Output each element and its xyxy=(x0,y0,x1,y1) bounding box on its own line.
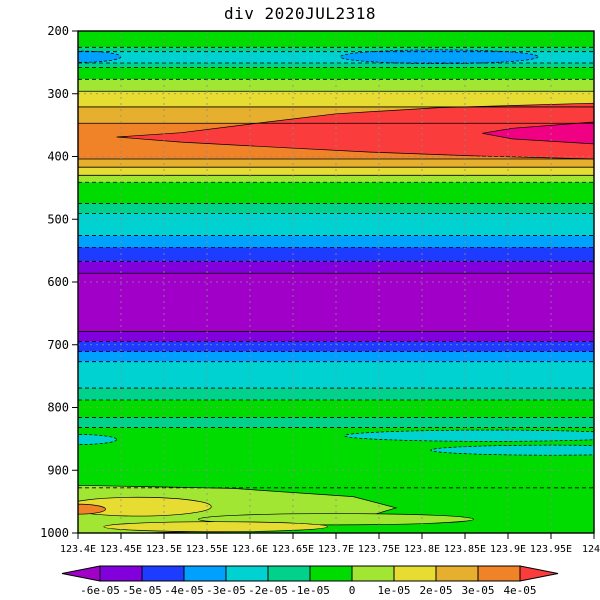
colorbar-label: -2e-05 xyxy=(248,584,288,597)
contour-band-violet xyxy=(78,261,594,274)
colorbar-label: 4e-05 xyxy=(503,584,536,597)
contour-band-violet xyxy=(78,331,594,342)
y-axis-tick-label: 500 xyxy=(47,212,69,226)
colorbar-label: -6e-05 xyxy=(80,584,120,597)
colorbar-segment xyxy=(99,565,143,582)
x-axis-tick-label: 123.6E xyxy=(232,544,268,555)
contour-patch-yellow xyxy=(78,496,212,517)
y-axis-tick-label: 800 xyxy=(47,401,69,415)
x-axis-tick-label: 123.7E xyxy=(318,544,354,555)
y-axis-tick-label: 900 xyxy=(47,463,69,477)
x-axis-tick-label: 123.45E xyxy=(100,544,142,555)
y-axis-tick-label: 1000 xyxy=(40,526,69,540)
plot-root: 200 300 400 500 600 700 800 900 1000 123.4E 123.45… xyxy=(40,24,600,597)
x-axis-tick-label: 123.9E xyxy=(490,544,526,555)
x-axis-tick-label: 123.4E xyxy=(60,544,96,555)
colorbar-label: 2e-05 xyxy=(419,584,452,597)
y-axis-tick-label: 300 xyxy=(47,87,69,101)
x-axis-tick-label: 123.75E xyxy=(358,544,400,555)
contour-band-ygreen xyxy=(78,175,594,183)
contour-band-cyan xyxy=(78,51,594,64)
y-axis-tick-label: 400 xyxy=(47,150,69,164)
contour-band-darkblue xyxy=(78,341,594,352)
y-axis-tick-label: 700 xyxy=(47,338,69,352)
x-axis-tick-label: 123.5E xyxy=(146,544,182,555)
colorbar-label: -4e-05 xyxy=(164,584,204,597)
colorbar-segment xyxy=(309,565,353,582)
colorbar-segment xyxy=(477,565,521,582)
x-axis-tick-label: 123.65E xyxy=(272,544,314,555)
colorbar-label: -3e-05 xyxy=(206,584,246,597)
colorbar-segment xyxy=(435,565,479,582)
colorbar-label: -1e-05 xyxy=(290,584,330,597)
contour-band-aqua xyxy=(78,63,594,68)
colorbar-segment xyxy=(393,565,437,582)
chart-title: div 2020JUL2318 xyxy=(224,4,376,23)
contour-patch-orange xyxy=(78,503,106,515)
colorbar-segment xyxy=(225,565,269,582)
contour-patch-blue xyxy=(339,49,539,64)
x-axis-tick-label: 123.85E xyxy=(444,544,486,555)
colorbar-segment xyxy=(141,565,185,582)
colorbar: -6e-05 -5e-05 -4e-05 -3e-05 -2e-05 -1e-05 0 1e-… xyxy=(61,565,559,597)
x-axis-tick-label: 123.55E xyxy=(186,544,228,555)
colorbar-label: 3e-05 xyxy=(461,584,494,597)
contour-band-yellow xyxy=(78,167,594,176)
contour-band-aqua xyxy=(78,203,594,214)
colorbar-segment xyxy=(351,565,395,582)
colorbar-segment xyxy=(267,565,311,582)
contour-patch-cyan xyxy=(78,434,118,445)
colorbar-label: -5e-05 xyxy=(122,584,162,597)
x-axis-tick-label: 124E xyxy=(582,544,600,555)
colorbar-arrow-left xyxy=(61,565,101,582)
contour-patch-cyan xyxy=(344,429,594,442)
x-axis-tick-label: 123.8E xyxy=(404,544,440,555)
x-axis-tick-label: 123.95E xyxy=(530,544,572,555)
contour-band-green xyxy=(78,399,594,418)
colorbar-arrow-right xyxy=(519,565,559,582)
colorbar-segment xyxy=(183,565,227,582)
contour-patch-magenta xyxy=(482,121,594,145)
colorbar-label: 1e-05 xyxy=(377,584,410,597)
contour-plot-area xyxy=(78,31,594,533)
y-axis-tick-label: 600 xyxy=(47,275,69,289)
contour-band-aqua xyxy=(78,388,594,400)
contour-patch-yellow xyxy=(103,521,328,533)
y-axis-tick-label: 200 xyxy=(47,24,69,38)
colorbar-label: 0 xyxy=(349,584,356,597)
